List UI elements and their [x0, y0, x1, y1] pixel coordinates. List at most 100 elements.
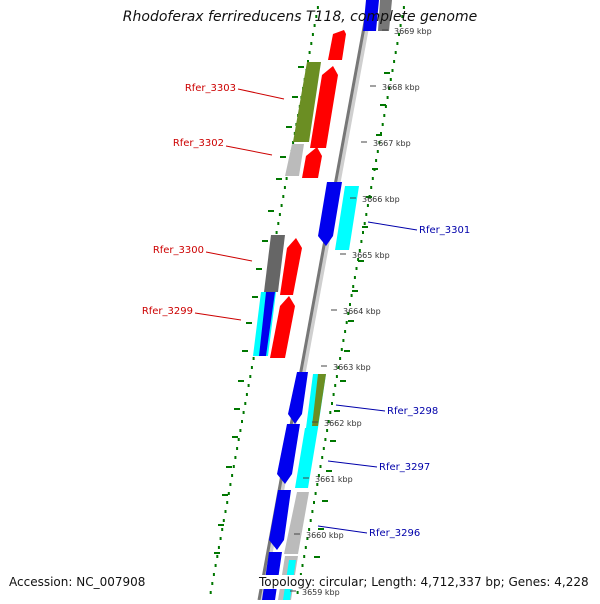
topology-text: Topology: circular; Length: 4,712,337 bp… [259, 575, 589, 589]
gc-dot [396, 42, 399, 45]
gene-feature[interactable] [378, 0, 392, 31]
gc-dot [314, 492, 317, 495]
gc-dot [376, 150, 379, 153]
gene-label[interactable]: Rfer_3301 [419, 225, 470, 236]
gene-feature[interactable] [264, 235, 285, 292]
gene-feature[interactable] [269, 490, 291, 550]
gc-dot [357, 258, 360, 261]
gc-dot [249, 375, 252, 378]
gc-dot [389, 78, 392, 81]
gc-dot [250, 366, 253, 369]
gc-dot [296, 591, 299, 594]
gene-feature[interactable] [277, 424, 300, 484]
gc-dot [393, 60, 396, 63]
gc-dot [335, 375, 338, 378]
gc-dot [216, 555, 219, 558]
gc-dot [224, 510, 227, 513]
gene-feature[interactable] [284, 492, 309, 554]
gene-feature[interactable] [318, 182, 342, 246]
gc-dash [226, 466, 232, 468]
gene-label[interactable]: Rfer_3298 [387, 406, 438, 417]
gc-dot [277, 222, 280, 225]
gene-feature[interactable] [335, 186, 359, 250]
gc-dot [353, 276, 356, 279]
gc-dash [280, 156, 286, 158]
gc-dash [268, 210, 274, 212]
gc-dash [262, 240, 268, 242]
gc-dash [376, 134, 382, 136]
gc-dash [352, 290, 358, 292]
gc-dot [232, 465, 235, 468]
gc-dot [219, 537, 222, 540]
gc-dot [278, 213, 281, 216]
kbp-ticks: 3669 kbp 3668 kbp 3667 kbp 3666 kbp 3665 kbp… [290, 27, 432, 597]
gc-dash [214, 552, 220, 554]
tick-label: 3665 kbp [352, 251, 390, 260]
gc-dot [227, 492, 230, 495]
gc-dot [214, 564, 217, 567]
gc-dot [241, 420, 243, 423]
gc-dot [309, 519, 312, 522]
gc-dash [298, 66, 304, 68]
gc-dot [401, 15, 404, 18]
gc-dot [331, 402, 333, 405]
gene-feature[interactable] [288, 372, 308, 424]
gc-dash [318, 528, 324, 530]
gc-dash [344, 350, 350, 352]
gc-dot [301, 564, 304, 567]
gc-dot [313, 24, 316, 27]
gene-leader-line [335, 404, 386, 412]
gc-dot [280, 204, 283, 207]
gene-label[interactable]: Rfer_3302 [173, 138, 224, 149]
gc-dash [358, 260, 364, 262]
gene-feature[interactable] [295, 428, 318, 488]
gene-features [253, 0, 392, 600]
gc-dash [372, 168, 378, 170]
gene-label[interactable]: Rfer_3296 [369, 528, 420, 539]
gc-dot [391, 69, 394, 72]
gene-feature[interactable] [293, 62, 321, 142]
gc-dot [358, 249, 361, 252]
gene-feature[interactable] [280, 238, 302, 295]
gene-label[interactable]: Rfer_3303 [185, 83, 236, 94]
gc-dot [365, 213, 368, 216]
gc-dash [234, 408, 240, 410]
gene-feature[interactable] [312, 374, 326, 426]
gene-label[interactable]: Rfer_3297 [379, 462, 430, 473]
gc-dot [334, 384, 337, 387]
gc-dot [239, 429, 242, 432]
gc-dot [394, 51, 397, 54]
gc-dot [283, 186, 286, 189]
gene-label[interactable]: Rfer_3299 [142, 306, 193, 317]
gc-dash [384, 72, 390, 74]
gc-dot [303, 555, 306, 558]
gene-feature[interactable] [270, 296, 295, 358]
gc-dot [308, 51, 311, 54]
gene-feature[interactable] [363, 0, 379, 31]
gc-dot [211, 582, 214, 585]
gene-feature[interactable] [259, 292, 275, 356]
gene-feature[interactable] [285, 144, 304, 176]
gc-dash [232, 436, 238, 438]
gc-dot [306, 537, 309, 540]
gc-dot [386, 96, 389, 99]
gc-dot [352, 285, 355, 288]
gc-dot [375, 159, 378, 162]
gc-dot [337, 366, 340, 369]
gc-dot [231, 474, 234, 477]
gc-dot [332, 393, 335, 396]
gc-dot [342, 339, 345, 342]
tick-label: 3669 kbp [394, 27, 432, 36]
gc-dot [313, 501, 315, 504]
gene-feature[interactable] [328, 30, 346, 60]
gc-dash [252, 296, 258, 298]
gc-dot [350, 294, 353, 297]
gc-dot [388, 87, 391, 90]
gene-feature[interactable] [302, 147, 322, 178]
gene-label[interactable]: Rfer_3300 [153, 245, 204, 256]
gene-feature[interactable] [310, 66, 338, 148]
gc-dash [322, 500, 328, 502]
gene-labels: Rfer_3303 Rfer_3302 Rfer_3301 Rfer_3300 Rfer… [142, 83, 470, 539]
gc-dot [226, 501, 229, 504]
